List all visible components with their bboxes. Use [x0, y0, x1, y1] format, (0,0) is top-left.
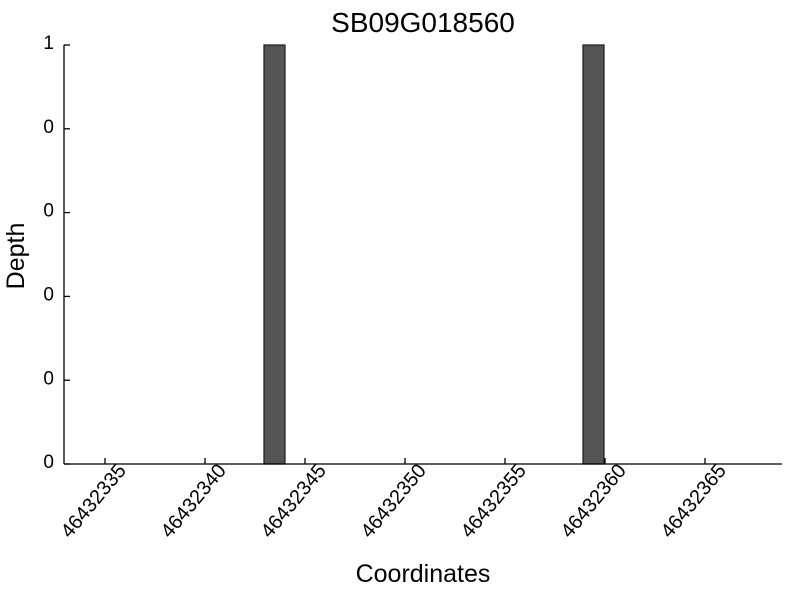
svg-text:SB09G018560: SB09G018560 — [331, 7, 515, 38]
svg-text:Coordinates: Coordinates — [356, 560, 491, 588]
svg-text:Depth: Depth — [2, 223, 30, 290]
svg-text:46432345: 46432345 — [257, 460, 331, 542]
svg-text:46432340: 46432340 — [157, 460, 231, 542]
svg-text:0: 0 — [43, 117, 54, 138]
svg-text:46432350: 46432350 — [357, 460, 431, 542]
svg-text:0: 0 — [43, 201, 54, 222]
svg-text:0: 0 — [43, 368, 54, 389]
svg-text:46432355: 46432355 — [457, 460, 531, 542]
svg-text:46432335: 46432335 — [57, 460, 131, 542]
svg-text:1: 1 — [43, 33, 54, 54]
svg-text:0: 0 — [43, 452, 54, 473]
svg-text:46432360: 46432360 — [557, 460, 631, 542]
svg-text:46432365: 46432365 — [657, 460, 731, 542]
svg-text:0: 0 — [43, 285, 54, 306]
